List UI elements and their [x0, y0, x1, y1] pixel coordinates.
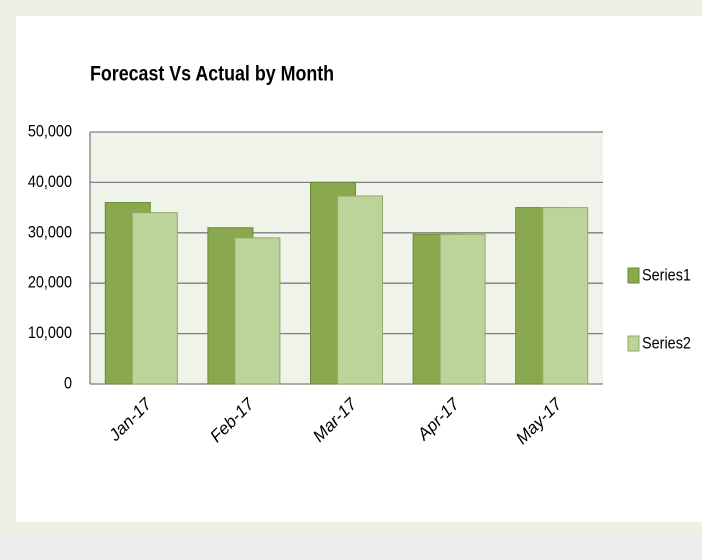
y-tick-label: 10,000 — [28, 324, 72, 342]
bar — [234, 237, 281, 385]
legend-label: Series1 — [642, 266, 691, 284]
y-tick-label: 0 — [64, 374, 72, 392]
legend-swatch — [627, 267, 640, 284]
legend-label: Series2 — [642, 334, 691, 352]
chart-title: Forecast Vs Actual by Month — [90, 62, 334, 86]
bar — [337, 195, 383, 385]
y-tick-label: 20,000 — [28, 274, 72, 292]
legend-swatch — [627, 335, 640, 352]
footer-strip — [0, 534, 702, 560]
bar — [131, 212, 178, 385]
bar — [542, 207, 589, 385]
y-tick-label: 40,000 — [28, 173, 72, 191]
y-tick-label: 50,000 — [28, 122, 72, 140]
y-tick-label: 30,000 — [28, 223, 72, 241]
bar — [439, 233, 486, 385]
